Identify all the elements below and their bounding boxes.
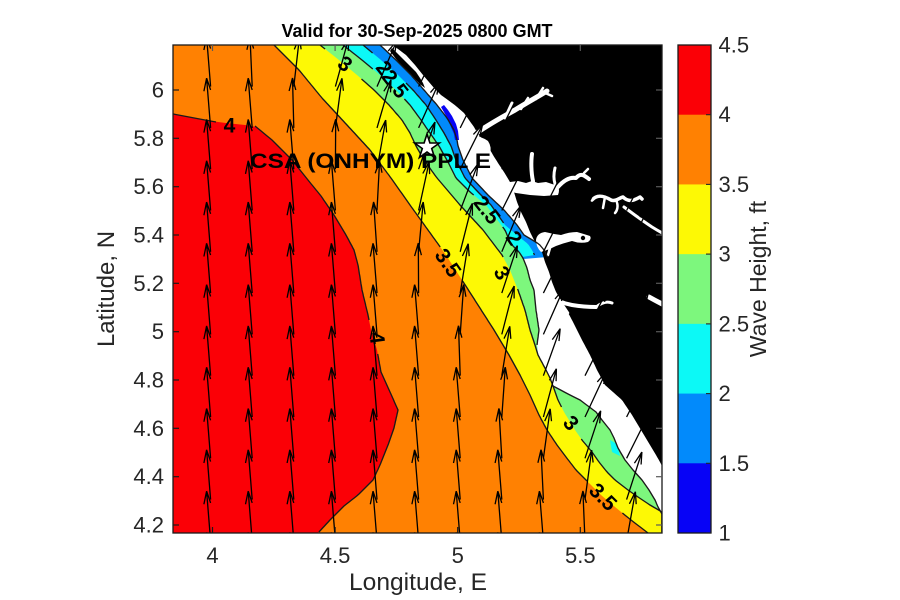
svg-text:Wave Height, ft: Wave Height, ft xyxy=(745,200,771,357)
svg-text:4.2: 4.2 xyxy=(133,513,164,538)
svg-text:Longitude, E: Longitude, E xyxy=(349,569,487,596)
svg-text:5.5: 5.5 xyxy=(565,543,596,568)
svg-text:4: 4 xyxy=(719,102,731,127)
svg-text:4.6: 4.6 xyxy=(133,416,164,441)
svg-text:2.5: 2.5 xyxy=(719,311,750,336)
svg-text:5.6: 5.6 xyxy=(133,174,164,199)
svg-text:4: 4 xyxy=(364,331,388,346)
svg-text:Latitude, N: Latitude, N xyxy=(93,231,120,347)
svg-text:Valid for 30-Sep-2025 0800 GMT: Valid for 30-Sep-2025 0800 GMT xyxy=(281,21,552,41)
svg-text:4: 4 xyxy=(206,543,218,568)
svg-text:1.5: 1.5 xyxy=(719,451,750,476)
svg-text:5.4: 5.4 xyxy=(133,223,164,248)
svg-text:4.8: 4.8 xyxy=(133,368,164,393)
svg-text:4.5: 4.5 xyxy=(719,33,750,58)
svg-text:CSA (ONHYM) PPL E: CSA (ONHYM) PPL E xyxy=(250,150,491,173)
svg-text:3: 3 xyxy=(719,242,731,267)
svg-text:3.5: 3.5 xyxy=(719,172,750,197)
svg-text:1: 1 xyxy=(719,521,731,546)
svg-text:2: 2 xyxy=(719,381,731,406)
svg-text:5.8: 5.8 xyxy=(133,126,164,151)
svg-text:4.4: 4.4 xyxy=(133,464,164,489)
svg-text:6: 6 xyxy=(152,78,164,103)
svg-text:5.2: 5.2 xyxy=(133,271,164,296)
svg-text:4.5: 4.5 xyxy=(320,543,351,568)
svg-text:5: 5 xyxy=(452,543,464,568)
svg-text:4: 4 xyxy=(224,115,236,138)
svg-text:5: 5 xyxy=(152,319,164,344)
